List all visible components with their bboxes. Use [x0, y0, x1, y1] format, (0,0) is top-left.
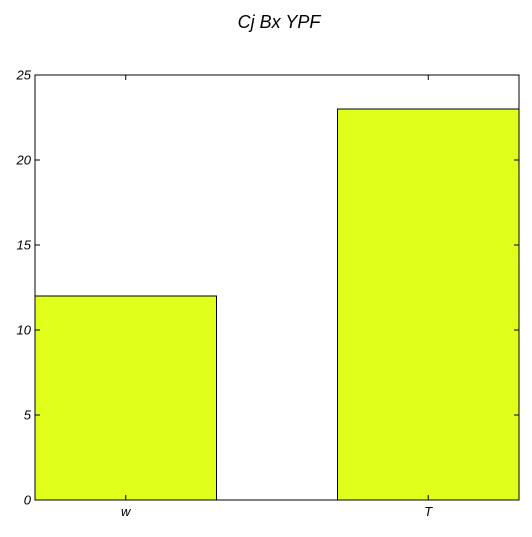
chart-title: Cj Bx YPF — [238, 12, 322, 32]
bar-T — [337, 108, 520, 501]
y-tick-label: 5 — [24, 408, 32, 423]
plot-frame — [34, 74, 520, 501]
bars-layer — [34, 108, 520, 501]
y-tick-label: 15 — [17, 238, 32, 253]
bar-w — [34, 295, 217, 501]
x-tick-label: T — [424, 504, 433, 519]
y-tick-label: 25 — [16, 68, 32, 83]
y-tick-label: 0 — [24, 493, 32, 508]
x-tick-label: w — [121, 504, 132, 519]
y-tick-label: 10 — [17, 323, 32, 338]
y-axis: 0 5 10 15 20 25 — [16, 68, 519, 508]
y-tick-label: 20 — [16, 153, 32, 168]
